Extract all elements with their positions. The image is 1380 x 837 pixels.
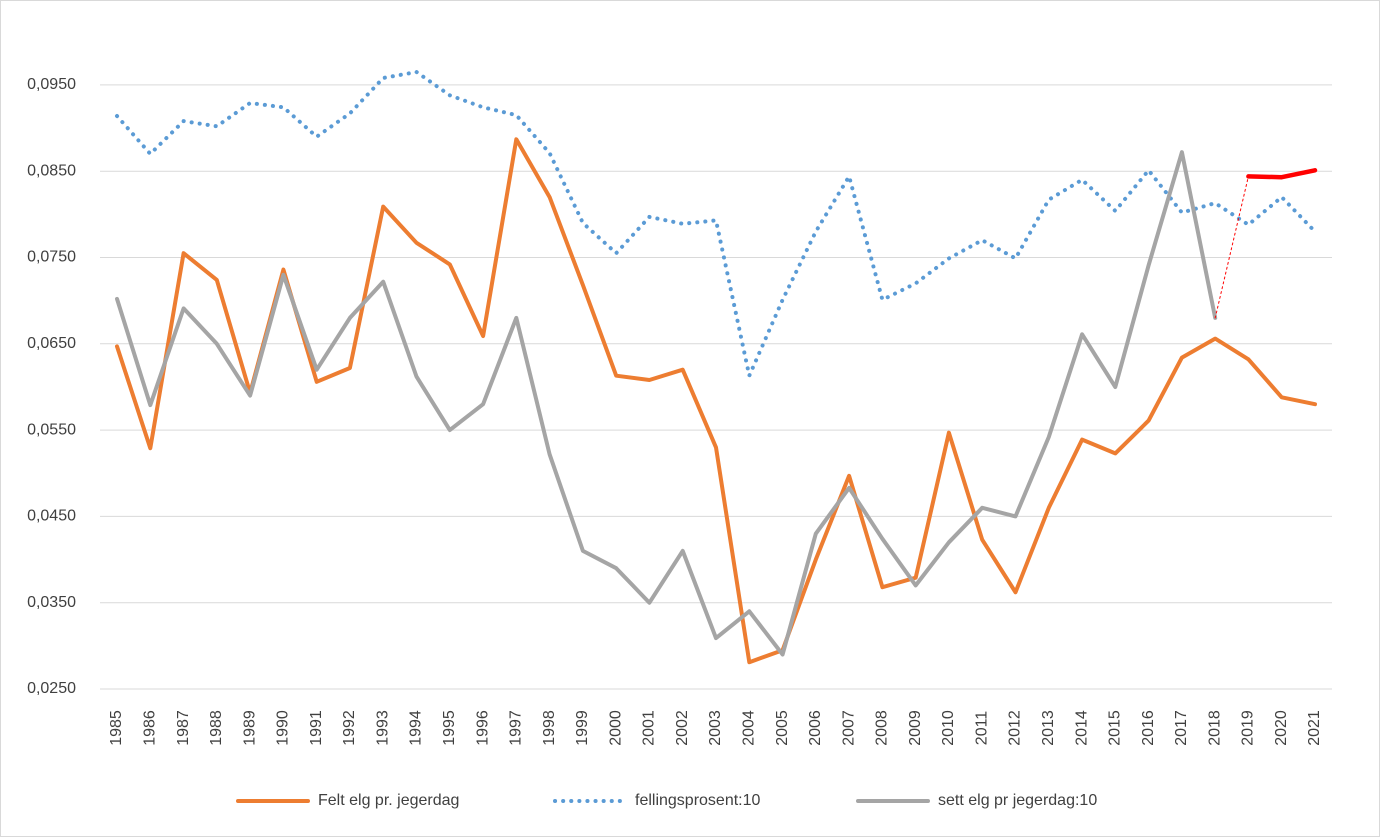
legend-label: sett elg pr jegerdag:10: [938, 792, 1097, 809]
x-tick-label: 1988: [208, 710, 225, 746]
x-tick-label: 2020: [1273, 710, 1290, 746]
x-tick-label: 1999: [574, 710, 591, 746]
x-tick-label: 1992: [341, 710, 358, 746]
x-tick-label: 1993: [374, 710, 391, 746]
x-tick-label: 2016: [1140, 710, 1157, 746]
series-line: [115, 70, 1317, 378]
series-line: [1246, 168, 1318, 180]
lines: [115, 70, 1318, 665]
x-tick-label: 1991: [308, 710, 325, 746]
x-tick-label: 1987: [175, 710, 192, 746]
x-tick-label: 2010: [940, 710, 957, 746]
x-tick-label: 2003: [707, 710, 724, 746]
labels: 0,0250 0,0350 0,0450 0,0550 0,0650 0,0750 0,08…: [27, 76, 1323, 809]
legend-label: fellingsprosent:10: [635, 792, 761, 809]
y-tick-label: 0,0450: [27, 508, 76, 525]
series-line: [115, 137, 1317, 665]
x-tick-label: 2000: [607, 710, 624, 746]
y-tick-label: 0,0250: [27, 680, 76, 697]
x-tick-label: 2012: [1007, 710, 1024, 746]
y-tick-label: 0,0950: [27, 76, 76, 93]
x-tick-label: 2017: [1173, 710, 1190, 746]
y-tick-label: 0,0850: [27, 162, 76, 179]
x-tick-label: 1996: [474, 710, 491, 746]
x-tick-label: 2002: [674, 710, 691, 746]
x-tick-label: 1995: [441, 710, 458, 746]
x-tick-label: 1986: [141, 710, 158, 746]
x-tick-label: 2001: [641, 710, 658, 746]
y-tick-label: 0,0650: [27, 335, 76, 352]
x-tick-label: 1990: [275, 710, 292, 746]
y-tick-label: 0,0550: [27, 421, 76, 438]
x-tick-label: 2019: [1240, 710, 1257, 746]
x-tick-label: 1985: [108, 710, 125, 746]
x-tick-label: 2009: [907, 710, 924, 746]
legend-label: Felt elg pr. jegerdag: [318, 792, 459, 809]
x-tick-label: 2006: [807, 710, 824, 746]
x-tick-label: 2005: [774, 710, 791, 746]
y-tick-label: 0,0350: [27, 594, 76, 611]
x-tick-label: 2011: [973, 711, 990, 746]
x-tick-label: 2007: [840, 710, 857, 746]
x-tick-label: 2013: [1040, 710, 1057, 746]
x-tick-label: 1998: [541, 710, 558, 746]
x-tick-label: 2015: [1107, 710, 1124, 746]
x-tick-label: 2014: [1073, 710, 1090, 746]
x-tick-label: 2018: [1206, 710, 1223, 746]
x-tick-label: 1997: [508, 710, 525, 746]
y-tick-label: 0,0750: [27, 249, 76, 266]
x-tick-label: 2021: [1306, 710, 1323, 746]
x-tick-label: 1994: [408, 710, 425, 746]
x-tick-label: 2004: [740, 710, 757, 746]
x-tick-label: 2008: [874, 710, 891, 746]
series-line: [1214, 175, 1249, 319]
x-tick-label: 1989: [241, 710, 258, 746]
series-line: [115, 150, 1218, 657]
